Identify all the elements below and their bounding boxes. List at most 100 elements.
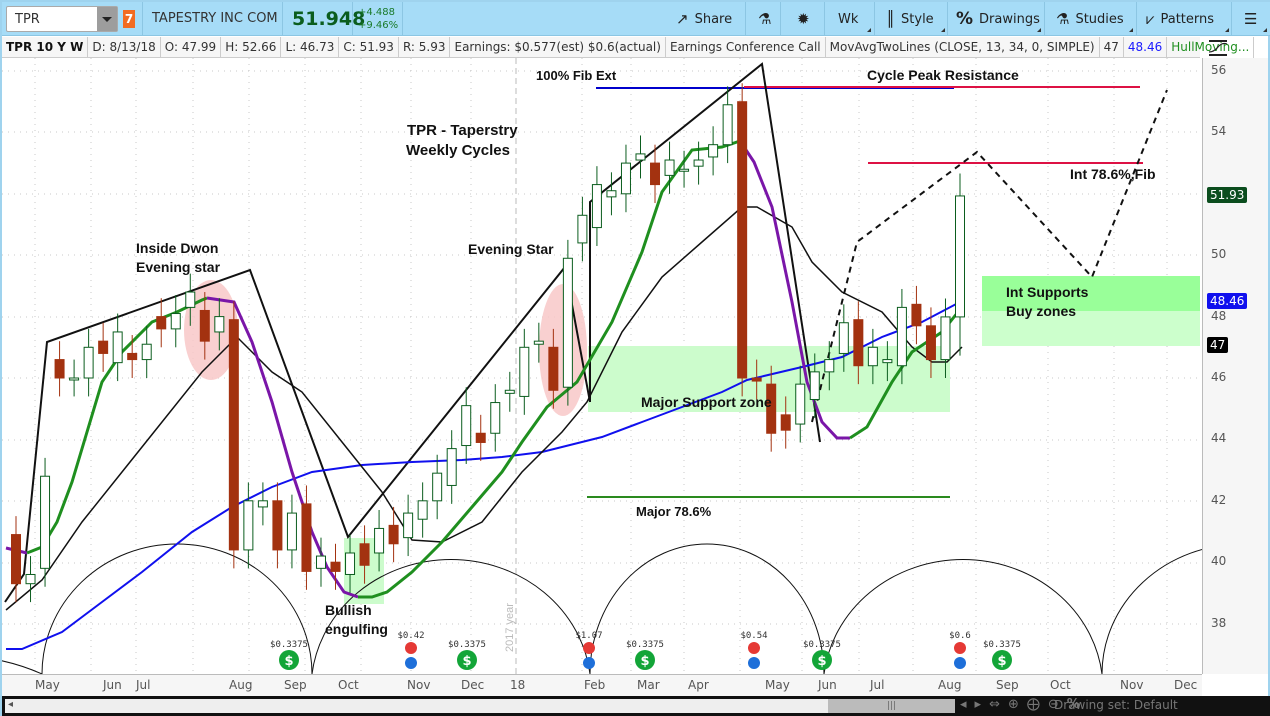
price-change: +4.488 +9.46%: [358, 6, 398, 32]
time-tick: May: [35, 678, 60, 692]
symbol-selector[interactable]: TPR: [6, 6, 118, 32]
conference-call-icon: [954, 642, 966, 654]
list-menu-icon: ☰: [1244, 10, 1258, 28]
year-marker-label: 2017 year: [504, 603, 516, 652]
share-button[interactable]: ↗ Share: [670, 2, 738, 36]
ma13-value: 47: [1100, 37, 1124, 58]
hull-ma-label[interactable]: HullMoving...: [1167, 37, 1255, 58]
scroll-left-icon[interactable]: ◂: [8, 699, 14, 710]
zoom-out-icon[interactable]: ⊝: [1047, 697, 1059, 712]
candle: [664, 159, 675, 176]
studies-button[interactable]: ⚗ Studies: [1050, 2, 1134, 36]
candle: [170, 313, 181, 330]
time-tick: Dec: [1174, 678, 1198, 692]
drawings-button[interactable]: % Drawings: [950, 2, 1042, 36]
scroll-left-icon[interactable]: ◂: [960, 697, 967, 712]
candle: [461, 405, 472, 447]
patterns-button[interactable]: ⩗ Patterns: [1140, 2, 1230, 36]
candle: [243, 500, 254, 551]
evening-star-label-2: Evening Star: [468, 241, 554, 257]
time-tick: Aug: [229, 678, 253, 692]
candle: [127, 352, 138, 361]
candle: [403, 512, 414, 539]
time-tick: 18: [510, 678, 526, 692]
hull-ma-down: [206, 296, 359, 599]
time-tick: Sep: [996, 678, 1019, 692]
divider: [780, 2, 781, 36]
price-tick: 54: [1211, 124, 1227, 139]
candle: [620, 162, 631, 195]
candle: [25, 573, 36, 585]
top-toolbar: TPR 7 TAPESTRY INC COM 51.948 +4.488 +9.…: [2, 2, 1270, 36]
candle: [838, 322, 849, 354]
scroll-right-icon[interactable]: ▸: [974, 697, 982, 712]
time-tick: Jul: [136, 678, 151, 692]
crosshair-icon[interactable]: ⊕: [1007, 697, 1019, 712]
evening-star-label-1: Evening star: [136, 259, 221, 275]
settings-button[interactable]: ✹: [791, 2, 816, 36]
int-supports-zone-upper: [982, 276, 1200, 312]
candle: [896, 306, 907, 367]
bottom-bar: ◂ ||| ◂ ▸ ⇔ ⊕ ⨁ ⊝ % Drawing set: Default: [2, 696, 1270, 716]
conference-call-info[interactable]: Earnings Conference Call: [666, 37, 826, 58]
candle: [388, 524, 399, 545]
expand-icon[interactable]: ⇔: [989, 697, 1000, 712]
candle: [214, 316, 225, 333]
time-tick: Jun: [818, 678, 837, 692]
hull-ma-up: [358, 139, 741, 599]
horizontal-scrollbar[interactable]: [5, 699, 955, 713]
style-button[interactable]: ║ Style: [880, 2, 946, 36]
candle: [417, 500, 428, 520]
time-tick: Nov: [407, 678, 431, 692]
annotations: TPR - Taperstry Weekly Cycles Inside Dwo…: [136, 67, 1156, 637]
study-movavg-label[interactable]: MovAvgTwoLines (CLOSE, 13, 34, 0, SIMPLE…: [826, 37, 1100, 58]
candle: [577, 214, 588, 244]
flask-icon: ⚗: [758, 10, 772, 28]
share-label: Share: [694, 11, 733, 27]
aggregation-button[interactable]: Wk: [832, 2, 872, 36]
ma34-line: [6, 301, 961, 650]
style-label: Style: [901, 11, 934, 27]
time-tick: Apr: [688, 678, 709, 692]
symbol-input[interactable]: TPR: [15, 12, 40, 27]
percent-scale-icon[interactable]: %: [1066, 697, 1080, 712]
candlesticks: [11, 83, 965, 603]
flask-button[interactable]: ⚗: [752, 2, 777, 36]
candle: [693, 159, 704, 167]
candle: [228, 319, 239, 551]
candle: [853, 319, 864, 367]
price-axis[interactable]: 56545250484644424038 51.93 48.46 47: [1202, 58, 1268, 674]
engulfing-label: engulfing: [325, 621, 388, 637]
scrollbar-thumb[interactable]: |||: [828, 699, 955, 713]
inside-down-ellipse: [184, 280, 238, 380]
candle: [199, 309, 210, 342]
svg-text:$: $: [640, 654, 649, 669]
candle: [533, 340, 544, 345]
candle-style-icon: ║: [886, 10, 896, 28]
alert-count-badge[interactable]: 7: [123, 10, 135, 28]
zoom-in-icon[interactable]: ⨁: [1026, 697, 1040, 712]
drawing-set-selector[interactable]: Drawing set: Default: [1054, 698, 1178, 712]
ma13-price-label: 47: [1207, 337, 1229, 353]
int-supports-zone-lower: [982, 311, 1200, 346]
candle: [11, 534, 21, 585]
svg-text:$0.3375: $0.3375: [626, 640, 664, 650]
chart-title[interactable]: TPR 10 Y W: [2, 37, 89, 58]
hull-ma-up: [26, 296, 208, 555]
chevron-down-icon[interactable]: [97, 7, 117, 31]
earnings-info[interactable]: Earnings: $0.577(est) $0.6(actual): [450, 37, 666, 58]
study-settings-icon[interactable]: [1206, 38, 1230, 58]
time-tick: Feb: [584, 678, 606, 692]
svg-text:$0.3375: $0.3375: [983, 640, 1021, 650]
menu-button[interactable]: ☰: [1238, 2, 1268, 36]
ma13-line: [5, 206, 963, 611]
candle: [83, 346, 94, 379]
price-chart[interactable]: 2017 year: [2, 58, 1202, 674]
candle: [955, 195, 965, 318]
bullish-label: Bullish: [325, 602, 372, 618]
divider: [282, 2, 283, 36]
time-axis[interactable]: May Jun Jul Aug Sep Oct Nov Dec 18 Feb Mar Apr May Ju…: [2, 674, 1202, 696]
candle: [780, 414, 791, 431]
candle: [925, 325, 936, 361]
